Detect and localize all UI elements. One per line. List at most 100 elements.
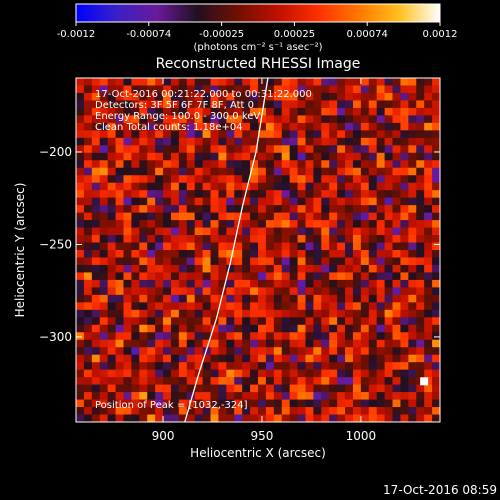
heatmap-cell bbox=[368, 115, 378, 124]
heatmap-cell bbox=[210, 347, 219, 356]
heatmap-cell bbox=[83, 167, 93, 176]
heatmap-cell bbox=[242, 130, 251, 139]
heatmap-cell bbox=[242, 175, 251, 184]
heatmap-cell bbox=[305, 220, 314, 228]
heatmap-cell bbox=[115, 167, 124, 176]
heatmap-cell bbox=[265, 152, 275, 161]
heatmap-cell bbox=[281, 250, 291, 258]
annotation-line: Clean Total counts: 1.18e+04 bbox=[95, 122, 243, 133]
heatmap-cell bbox=[170, 369, 180, 378]
heatmap-cell bbox=[321, 115, 330, 124]
heatmap-cell bbox=[186, 107, 196, 116]
heatmap-cell bbox=[384, 130, 393, 139]
heatmap-cell bbox=[139, 302, 148, 311]
heatmap-cell bbox=[329, 160, 338, 169]
heatmap-cell bbox=[250, 287, 259, 296]
heatmap-cell bbox=[408, 287, 417, 296]
heatmap-cell bbox=[424, 78, 433, 86]
heatmap-cell bbox=[250, 227, 259, 236]
heatmap-cell bbox=[163, 347, 172, 356]
heatmap-cell bbox=[313, 332, 322, 341]
heatmap-cell bbox=[376, 85, 386, 94]
heatmap-cell bbox=[313, 130, 322, 139]
heatmap-cell bbox=[202, 354, 211, 363]
heatmap-cell bbox=[147, 399, 156, 408]
heatmap-cell bbox=[281, 309, 291, 318]
heatmap-cell bbox=[400, 100, 409, 109]
heatmap-cell bbox=[273, 257, 283, 266]
heatmap-cell bbox=[91, 392, 101, 400]
heatmap-cell bbox=[218, 384, 227, 393]
heatmap-cell bbox=[416, 250, 425, 258]
heatmap-cell bbox=[115, 242, 124, 251]
heatmap-cell bbox=[202, 384, 211, 393]
heatmap-cell bbox=[186, 339, 196, 348]
heatmap-cell bbox=[337, 257, 346, 266]
heatmap-cell bbox=[147, 205, 156, 214]
heatmap-cell bbox=[147, 407, 156, 415]
heatmap-cell bbox=[321, 272, 330, 281]
heatmap-cell bbox=[234, 377, 243, 386]
heatmap-cell bbox=[265, 272, 275, 281]
heatmap-cell bbox=[368, 407, 378, 415]
heatmap-cell bbox=[376, 309, 386, 318]
heatmap-cell bbox=[83, 287, 93, 296]
heatmap-cell bbox=[194, 339, 204, 348]
heatmap-cell bbox=[226, 392, 235, 400]
heatmap-cell bbox=[313, 212, 322, 221]
heatmap-cell bbox=[321, 302, 330, 311]
heatmap-cell bbox=[226, 122, 235, 131]
heatmap-cell bbox=[99, 78, 109, 86]
heatmap-cell bbox=[155, 377, 164, 386]
heatmap-cell bbox=[424, 384, 433, 393]
heatmap-cell bbox=[432, 115, 440, 124]
heatmap-cell bbox=[226, 250, 235, 258]
heatmap-cell bbox=[416, 115, 425, 124]
heatmap-cell bbox=[99, 309, 109, 318]
heatmap-cell bbox=[115, 152, 124, 161]
heatmap-cell bbox=[250, 250, 259, 258]
heatmap-cell bbox=[202, 145, 211, 154]
heatmap-cell bbox=[273, 309, 283, 318]
heatmap-cell bbox=[131, 227, 140, 236]
heatmap-cell bbox=[337, 287, 346, 296]
heatmap-cell bbox=[321, 160, 330, 169]
heatmap-cell bbox=[178, 384, 188, 393]
heatmap-cell bbox=[99, 130, 109, 139]
heatmap-cell bbox=[337, 399, 346, 408]
heatmap-cell bbox=[99, 317, 109, 326]
heatmap-cell bbox=[376, 212, 386, 221]
heatmap-cell bbox=[337, 227, 346, 236]
heatmap-cell bbox=[194, 287, 204, 296]
heatmap-cell bbox=[155, 197, 164, 206]
heatmap-cell bbox=[289, 212, 298, 221]
heatmap-cell bbox=[432, 130, 440, 139]
heatmap-cell bbox=[281, 317, 291, 326]
heatmap-cell bbox=[424, 160, 433, 169]
heatmap-cell bbox=[226, 264, 235, 273]
heatmap-cell bbox=[170, 250, 180, 258]
heatmap-cell bbox=[305, 369, 314, 378]
heatmap-cell bbox=[218, 160, 227, 169]
heatmap-cell bbox=[178, 347, 188, 356]
heatmap-cell bbox=[368, 107, 378, 116]
heatmap-cell bbox=[352, 302, 362, 311]
heatmap-cell bbox=[83, 212, 93, 221]
heatmap-cell bbox=[242, 332, 251, 341]
x-axis-label: Heliocentric X (arcsec) bbox=[190, 446, 326, 460]
heatmap-cell bbox=[99, 182, 109, 191]
heatmap-cell bbox=[432, 152, 440, 161]
heatmap-cell bbox=[99, 392, 109, 400]
heatmap-cell bbox=[337, 100, 346, 109]
heatmap-cell bbox=[400, 182, 409, 191]
heatmap-cell bbox=[250, 407, 259, 415]
heatmap-cell bbox=[226, 107, 235, 116]
heatmap-cell bbox=[139, 175, 148, 184]
heatmap-cell bbox=[242, 369, 251, 378]
heatmap-cell bbox=[329, 384, 338, 393]
heatmap-cell bbox=[170, 377, 180, 386]
heatmap-cell bbox=[234, 190, 243, 199]
heatmap-cell bbox=[345, 137, 354, 146]
heatmap-cell bbox=[352, 212, 362, 221]
